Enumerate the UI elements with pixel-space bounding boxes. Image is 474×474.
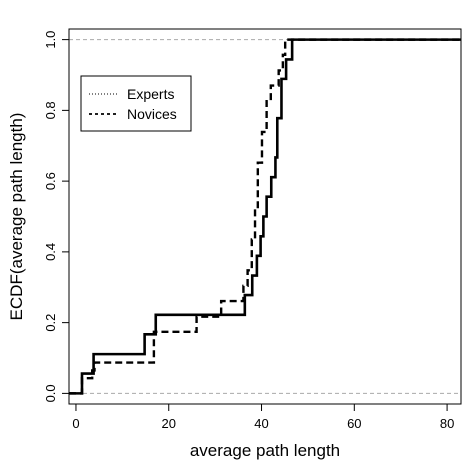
legend: Experts Novices (80, 75, 192, 132)
series-layer (69, 38, 461, 395)
series-line-1 (69, 38, 461, 395)
y-tick-label-0: 0.0 (43, 384, 58, 402)
x-tick-label-4: 80 (440, 416, 454, 431)
y-tick-label-3: 0.6 (43, 172, 58, 190)
legend-label-0: Experts (127, 86, 174, 102)
x-tick-label-2: 40 (254, 416, 268, 431)
x-axis: 0 20 40 60 80 (72, 403, 454, 431)
y-tick-label-2: 0.4 (43, 243, 58, 261)
x-tick-label-0: 0 (72, 416, 79, 431)
y-axis-label: ECDF(average path length) (7, 113, 26, 321)
series-line-0 (69, 38, 461, 395)
legend-box (80, 75, 192, 132)
reference-lines (69, 39, 461, 394)
x-tick-label-3: 60 (347, 416, 361, 431)
y-tick-label-4: 0.8 (43, 101, 58, 119)
x-tick-label-1: 20 (162, 416, 176, 431)
x-axis-label: average path length (190, 441, 340, 460)
y-axis: 0.0 0.2 0.4 0.6 0.8 1.0 (43, 31, 70, 402)
y-tick-label-1: 0.2 (43, 314, 58, 332)
legend-label-1: Novices (127, 106, 177, 122)
y-tick-label-5: 1.0 (43, 31, 58, 49)
